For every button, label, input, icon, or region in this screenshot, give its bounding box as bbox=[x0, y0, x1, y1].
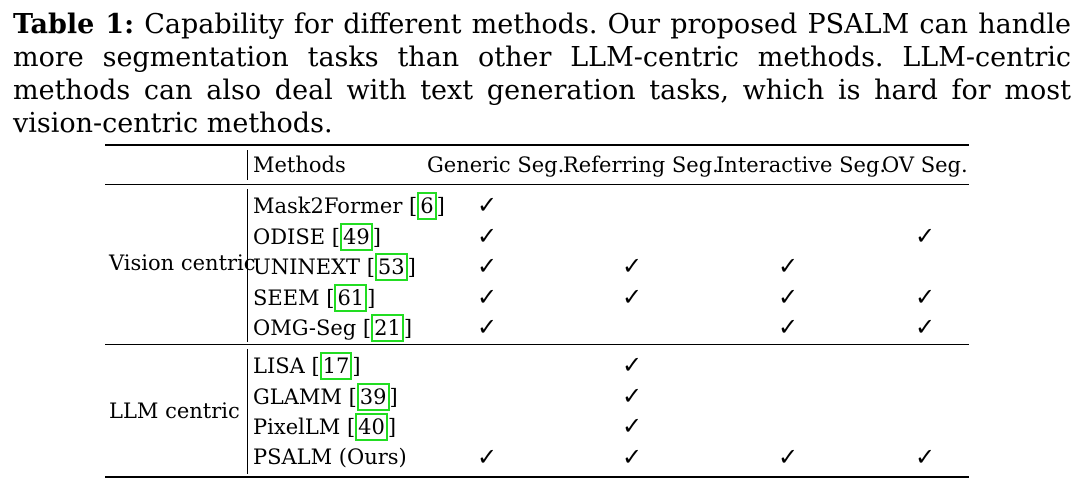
check-mark-interactive-seg: ✓ bbox=[777, 313, 799, 341]
check-mark-generic-seg: ✓ bbox=[476, 282, 498, 311]
check-mark-ov-seg: ✓ bbox=[914, 221, 936, 250]
citation-link[interactable]: 17 bbox=[319, 352, 353, 380]
check-mark-referring-seg: ✓ bbox=[621, 351, 643, 379]
check-mark-interactive-seg: ✓ bbox=[777, 252, 799, 280]
method-name: PSALM (Ours) bbox=[253, 444, 407, 470]
check-mark-generic-seg: ✓ bbox=[476, 221, 498, 250]
header-interactive-seg: Interactive Seg. bbox=[716, 153, 887, 177]
citation-link[interactable]: 21 bbox=[371, 314, 404, 342]
method-label: SEEM bbox=[253, 285, 320, 310]
capability-table: Methods Generic Seg. Referring Seg. Inte… bbox=[105, 144, 969, 478]
method-label: PixelLM bbox=[253, 415, 341, 439]
method-name: Mask2Former [6] bbox=[253, 192, 445, 220]
table-bottom-rule bbox=[105, 476, 969, 478]
table-caption: Table 1: Capability for different method… bbox=[13, 8, 1071, 140]
method-name: OMG-Seg [21] bbox=[253, 314, 413, 342]
header-divider bbox=[247, 150, 248, 180]
check-mark-referring-seg: ✓ bbox=[621, 282, 643, 311]
method-label: ODISE bbox=[253, 224, 326, 249]
method-label: GLAMM bbox=[253, 384, 342, 409]
check-mark-referring-seg: ✓ bbox=[621, 381, 643, 410]
group-separator-rule bbox=[105, 344, 969, 345]
method-name: UNINEXT [53] bbox=[253, 253, 416, 281]
caption-label: Table 1: bbox=[13, 9, 135, 40]
group-label-llm-centric: LLM centric bbox=[109, 399, 240, 423]
check-mark-ov-seg: ✓ bbox=[914, 313, 936, 341]
check-mark-generic-seg: ✓ bbox=[476, 191, 498, 219]
header-rule bbox=[105, 184, 969, 185]
check-mark-generic-seg: ✓ bbox=[476, 442, 498, 471]
group-divider-vision bbox=[247, 189, 248, 342]
check-mark-interactive-seg: ✓ bbox=[777, 442, 799, 471]
method-name: LISA [17] bbox=[253, 352, 361, 380]
citation-link[interactable]: 61 bbox=[334, 283, 368, 312]
check-mark-interactive-seg: ✓ bbox=[777, 282, 799, 311]
header-methods: Methods bbox=[253, 153, 346, 177]
citation-link[interactable]: 40 bbox=[355, 413, 388, 441]
citation-link[interactable]: 53 bbox=[374, 253, 408, 281]
caption-text: Capability for different methods. Our pr… bbox=[13, 9, 1071, 139]
check-mark-ov-seg: ✓ bbox=[914, 442, 936, 471]
method-label: PSALM (Ours) bbox=[253, 444, 407, 469]
method-label: Mask2Former bbox=[253, 194, 403, 218]
group-divider-llm bbox=[247, 349, 248, 474]
method-label: UNINEXT bbox=[253, 255, 361, 279]
method-label: LISA bbox=[253, 354, 305, 378]
method-label: OMG-Seg bbox=[253, 316, 357, 340]
header-generic-seg: Generic Seg. bbox=[427, 153, 565, 177]
check-mark-ov-seg: ✓ bbox=[914, 282, 936, 311]
group-label-vision-centric: Vision centric bbox=[109, 251, 256, 275]
method-name: PixelLM [40] bbox=[253, 413, 397, 441]
check-mark-generic-seg: ✓ bbox=[476, 252, 498, 280]
method-name: GLAMM [39] bbox=[253, 382, 398, 411]
check-mark-referring-seg: ✓ bbox=[621, 412, 643, 440]
check-mark-referring-seg: ✓ bbox=[621, 252, 643, 280]
citation-link[interactable]: 49 bbox=[339, 222, 373, 251]
table-top-rule bbox=[105, 144, 969, 146]
check-mark-generic-seg: ✓ bbox=[476, 313, 498, 341]
citation-link[interactable]: 39 bbox=[356, 382, 390, 411]
check-mark-referring-seg: ✓ bbox=[621, 442, 643, 471]
citation-link[interactable]: 6 bbox=[417, 192, 437, 220]
header-ov-seg: OV Seg. bbox=[882, 153, 968, 177]
header-referring-seg: Referring Seg. bbox=[563, 153, 719, 177]
method-name: SEEM [61] bbox=[253, 283, 376, 312]
method-name: ODISE [49] bbox=[253, 222, 381, 251]
